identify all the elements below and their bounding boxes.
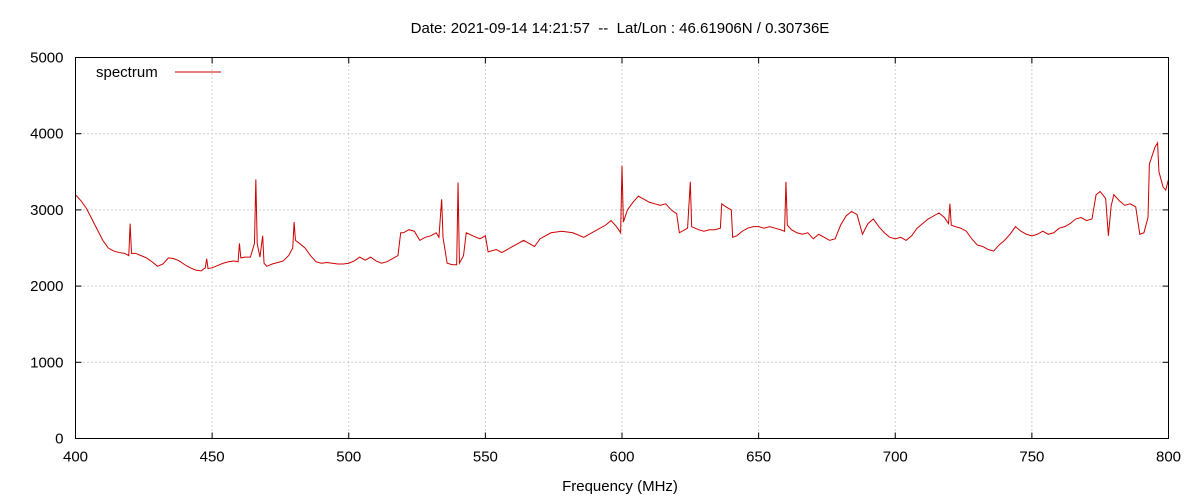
x-tick-label: 400: [63, 449, 88, 466]
x-axis-label: Frequency (MHz): [562, 478, 678, 495]
y-tick-label: 0: [55, 431, 63, 448]
y-tick-label: 1000: [30, 354, 63, 371]
series-line-spectrum: [75, 141, 1169, 272]
x-tick-label: 550: [473, 449, 498, 466]
y-tick-label: 5000: [30, 50, 63, 67]
y-tick-label: 2000: [30, 278, 63, 295]
x-tick-label: 450: [200, 449, 225, 466]
x-tick-label: 600: [609, 449, 634, 466]
x-tick-label: 500: [336, 449, 361, 466]
y-tick-label: 3000: [30, 202, 63, 219]
legend: spectrum: [96, 64, 221, 81]
x-tick-label: 800: [1156, 449, 1181, 466]
chart-title: Date: 2021-09-14 14:21:57 -- Lat/Lon : 4…: [411, 20, 830, 37]
y-tick-label: 4000: [30, 126, 63, 143]
x-tick-label: 700: [883, 449, 908, 466]
axis-ticks: 400 450 500 550 600 650 700 750 800 0 1000 2000 3000…: [30, 50, 1181, 466]
legend-entry-spectrum: spectrum: [96, 64, 158, 81]
plot-area: [75, 141, 1169, 272]
x-tick-label: 650: [746, 449, 771, 466]
x-tick-label: 750: [1019, 449, 1044, 466]
